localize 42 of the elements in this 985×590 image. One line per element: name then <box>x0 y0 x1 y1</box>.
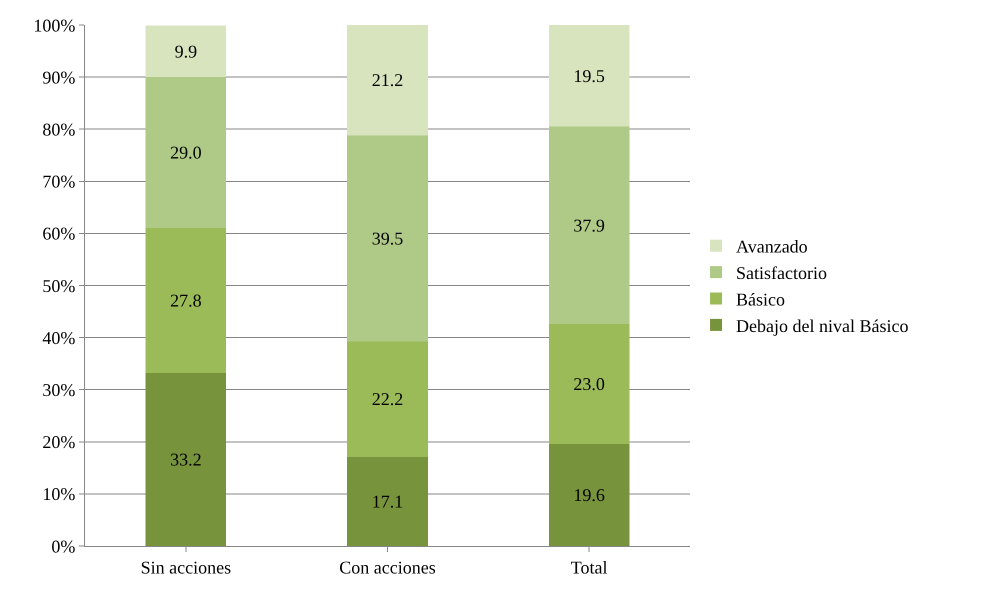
bar <box>347 135 428 342</box>
y-tick-label: 80% <box>42 120 76 140</box>
y-tick-label: 100% <box>33 15 76 36</box>
data-label: 27.8 <box>170 290 202 311</box>
legend-label: Básico <box>736 290 786 310</box>
data-label: 22.2 <box>372 389 404 410</box>
data-label: 17.1 <box>372 491 404 512</box>
x-tick-label: Total <box>570 558 608 578</box>
y-tick-label: 70% <box>42 172 76 192</box>
legend-label: Avanzado <box>736 236 808 257</box>
x-tick-label: Con acciones <box>339 558 436 578</box>
bar <box>146 77 226 228</box>
y-tick-label: 90% <box>42 67 76 88</box>
legend-label: Satisfactorio <box>736 263 828 284</box>
bar <box>146 373 226 546</box>
bar <box>548 324 630 444</box>
data-label: 39.5 <box>372 228 404 248</box>
y-tick-label: 50% <box>42 276 76 296</box>
data-label: 37.9 <box>573 215 605 236</box>
data-label: 9.9 <box>174 41 198 62</box>
y-tick-label: 60% <box>42 224 76 244</box>
bar <box>146 26 226 78</box>
bar <box>146 228 226 374</box>
data-label: 33.2 <box>170 450 202 470</box>
bar <box>347 341 428 457</box>
y-tick-label: 10% <box>42 484 76 504</box>
data-label: 19.6 <box>573 484 605 505</box>
y-tick-label: 20% <box>42 432 76 452</box>
bar <box>347 25 428 136</box>
x-tick-label: Sin acciones <box>140 558 232 578</box>
data-label: 23.0 <box>573 374 605 394</box>
y-tick-label: 0% <box>51 536 76 556</box>
y-tick-label: 40% <box>42 328 76 348</box>
data-label: 19.5 <box>573 66 605 86</box>
bar <box>548 444 630 546</box>
data-label: 21.2 <box>372 70 404 90</box>
y-tick-label: 30% <box>42 380 76 400</box>
bar <box>548 126 630 324</box>
bar <box>347 456 428 546</box>
bar <box>548 25 630 127</box>
data-label: 29.0 <box>170 142 202 163</box>
legend-label: Debajo del nival Básico <box>736 316 909 336</box>
